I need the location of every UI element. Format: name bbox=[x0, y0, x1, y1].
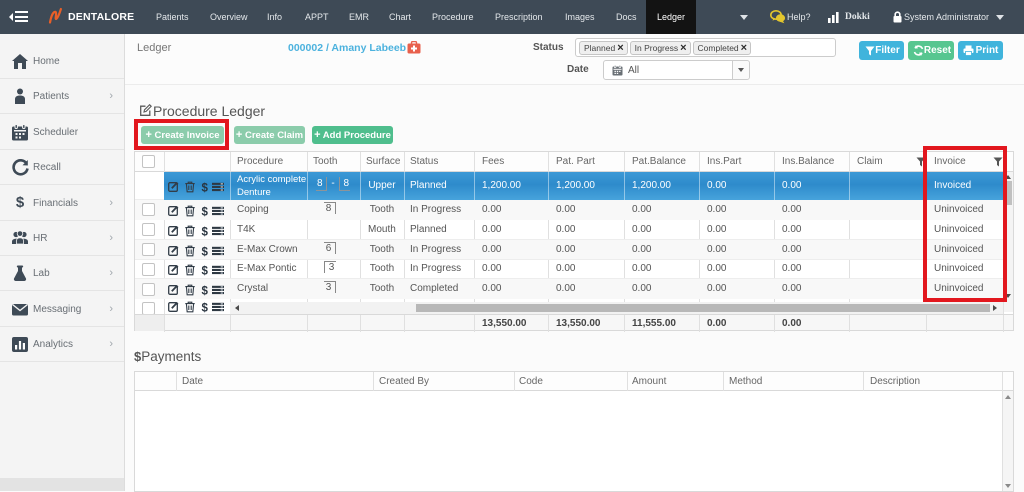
svg-text:$: $ bbox=[202, 183, 209, 194]
